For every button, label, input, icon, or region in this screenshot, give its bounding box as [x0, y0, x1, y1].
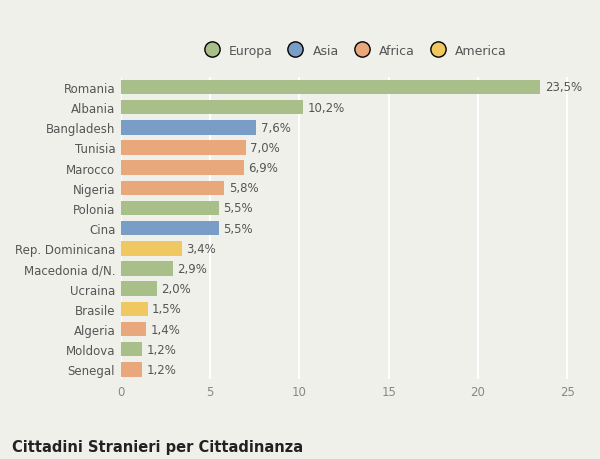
Bar — [121, 181, 224, 196]
Bar — [121, 241, 182, 256]
Bar — [121, 101, 303, 115]
Bar — [121, 121, 256, 135]
Bar — [121, 161, 244, 175]
Legend: Europa, Asia, Africa, America: Europa, Asia, Africa, America — [199, 45, 507, 57]
Text: 5,8%: 5,8% — [229, 182, 259, 195]
Bar — [121, 362, 142, 377]
Bar — [121, 342, 142, 357]
Bar — [121, 141, 246, 155]
Text: 5,5%: 5,5% — [223, 222, 253, 235]
Text: Cittadini Stranieri per Cittadinanza: Cittadini Stranieri per Cittadinanza — [12, 439, 303, 454]
Text: 1,5%: 1,5% — [152, 302, 182, 316]
Text: 1,4%: 1,4% — [150, 323, 180, 336]
Bar — [121, 221, 219, 236]
Text: 6,9%: 6,9% — [248, 162, 278, 175]
Bar — [121, 262, 173, 276]
Text: 7,6%: 7,6% — [261, 122, 291, 134]
Text: 23,5%: 23,5% — [545, 81, 582, 94]
Text: 5,5%: 5,5% — [223, 202, 253, 215]
Bar — [121, 282, 157, 296]
Bar — [121, 201, 219, 216]
Text: 1,2%: 1,2% — [146, 363, 176, 376]
Text: 2,0%: 2,0% — [161, 283, 191, 296]
Text: 2,9%: 2,9% — [177, 263, 207, 275]
Text: 10,2%: 10,2% — [307, 101, 344, 114]
Text: 3,4%: 3,4% — [186, 242, 216, 255]
Bar — [121, 302, 148, 316]
Bar — [121, 80, 541, 95]
Bar — [121, 322, 146, 336]
Text: 1,2%: 1,2% — [146, 343, 176, 356]
Text: 7,0%: 7,0% — [250, 142, 280, 155]
